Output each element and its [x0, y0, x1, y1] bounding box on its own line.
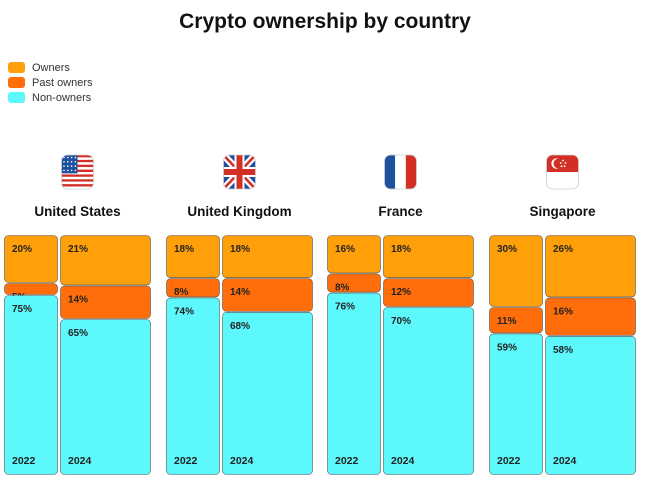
bar-segment-singapore-2022-owners — [489, 235, 543, 307]
year-label-united-states-2022: 2022 — [12, 455, 36, 467]
data-label-united-kingdom-2024-non: 68% — [230, 321, 250, 332]
data-label-singapore-2024-past: 16% — [553, 306, 573, 317]
year-label-france-2022: 2022 — [335, 455, 359, 467]
data-label-united-states-2022-owners: 20% — [12, 244, 32, 255]
bar-segment-united-kingdom-2022-past — [166, 278, 220, 298]
data-label-united-states-2022-non: 75% — [12, 304, 32, 315]
united-states-flag-icon — [61, 155, 94, 189]
data-label-france-2024-past: 12% — [391, 287, 411, 298]
year-label-united-kingdom-2022: 2022 — [174, 455, 198, 467]
legend-item-non-owners: Non-owners — [8, 90, 93, 105]
data-label-united-kingdom-2022-owners: 18% — [174, 244, 194, 255]
bar-segment-singapore-2024-owners — [545, 235, 636, 298]
data-label-france-2024-owners: 18% — [391, 244, 411, 255]
bar-segment-united-kingdom-2024-non — [222, 311, 313, 475]
bar-segment-singapore-2022-past — [489, 307, 543, 334]
bar-segment-united-kingdom-2022-non — [166, 297, 220, 475]
legend-item-past-owners: Past owners — [8, 75, 93, 90]
country-label-france: France — [378, 204, 423, 219]
year-label-france-2024: 2024 — [391, 455, 415, 467]
bar-segment-united-states-2024-owners — [60, 235, 151, 286]
legend-item-owners: Owners — [8, 60, 93, 75]
legend-label-non-owners: Non-owners — [32, 91, 92, 104]
data-label-singapore-2024-non: 58% — [553, 345, 573, 356]
bar-segment-france-2024-owners — [383, 235, 474, 279]
country-group-singapore: Singapore 30% 11% 59% 2022 26% 16% 58% 2024 — [489, 154, 636, 475]
bar-segment-singapore-2024-past — [545, 297, 636, 336]
country-label-united-kingdom: United Kingdom — [187, 204, 291, 219]
data-label-united-kingdom-2024-past: 14% — [230, 287, 250, 298]
data-label-united-states-2024-past: 14% — [68, 294, 88, 305]
bar-segment-united-states-2022-non — [4, 295, 58, 475]
chart-title: Crypto ownership by country — [179, 10, 471, 33]
legend-label-past-owners: Past owners — [32, 76, 93, 89]
bar-segment-france-2022-past — [327, 273, 381, 293]
bar-segment-france-2022-owners — [327, 235, 381, 274]
bar-segment-united-states-2022-past — [4, 283, 58, 295]
data-label-united-kingdom-2022-non: 74% — [174, 306, 194, 317]
data-label-united-kingdom-2024-owners: 18% — [230, 244, 250, 255]
data-label-singapore-2024-owners: 26% — [553, 244, 573, 255]
bar-segment-singapore-2022-non — [489, 333, 543, 475]
france-flag-icon — [384, 155, 417, 189]
bar-segment-united-kingdom-2022-owners — [166, 235, 220, 279]
data-label-united-states-2024-owners: 21% — [68, 244, 88, 255]
country-group-united-kingdom: United Kingdom 18% 8% 74% 2022 18% 14% 68% 2024 — [166, 154, 313, 475]
year-label-united-states-2024: 2024 — [68, 455, 92, 467]
legend-swatch-non-owners — [8, 92, 25, 103]
data-label-france-2022-owners: 16% — [335, 244, 355, 255]
data-label-singapore-2022-non: 59% — [497, 342, 517, 353]
bar-segment-france-2024-non — [383, 307, 474, 475]
data-label-united-states-2024-non: 65% — [68, 328, 88, 339]
year-label-united-kingdom-2024: 2024 — [230, 455, 254, 467]
bar-segment-singapore-2024-non — [545, 335, 636, 475]
bar-segment-france-2024-past — [383, 278, 474, 307]
legend-swatch-past-owners — [8, 77, 25, 88]
united-kingdom-flag-icon — [223, 155, 256, 189]
legend-label-owners: Owners — [32, 61, 70, 74]
data-label-singapore-2022-owners: 30% — [497, 244, 517, 255]
singapore-flag-icon — [546, 155, 579, 189]
bar-segment-united-kingdom-2024-past — [222, 278, 313, 312]
data-label-france-2024-non: 70% — [391, 316, 411, 327]
year-label-singapore-2024: 2024 — [553, 455, 577, 467]
bar-segment-united-kingdom-2024-owners — [222, 235, 313, 279]
country-label-singapore: Singapore — [529, 204, 596, 219]
country-group-france: France 16% 8% 76% 2022 18% 12% 70% 2024 — [327, 154, 474, 475]
country-label-united-states: United States — [34, 204, 120, 219]
data-label-france-2022-past: 8% — [335, 282, 350, 293]
bar-segment-france-2022-non — [327, 292, 381, 475]
data-label-united-kingdom-2022-past: 8% — [174, 287, 189, 298]
bar-segment-united-states-2024-past — [60, 285, 151, 319]
data-label-france-2022-non: 76% — [335, 302, 355, 313]
bar-segment-united-states-2022-owners — [4, 235, 58, 283]
bar-segment-united-states-2024-non — [60, 319, 151, 475]
legend-swatch-owners — [8, 62, 25, 73]
legend: Owners Past owners Non-owners — [8, 60, 93, 105]
year-label-singapore-2022: 2022 — [497, 455, 521, 467]
data-label-singapore-2022-past: 11% — [497, 316, 517, 327]
